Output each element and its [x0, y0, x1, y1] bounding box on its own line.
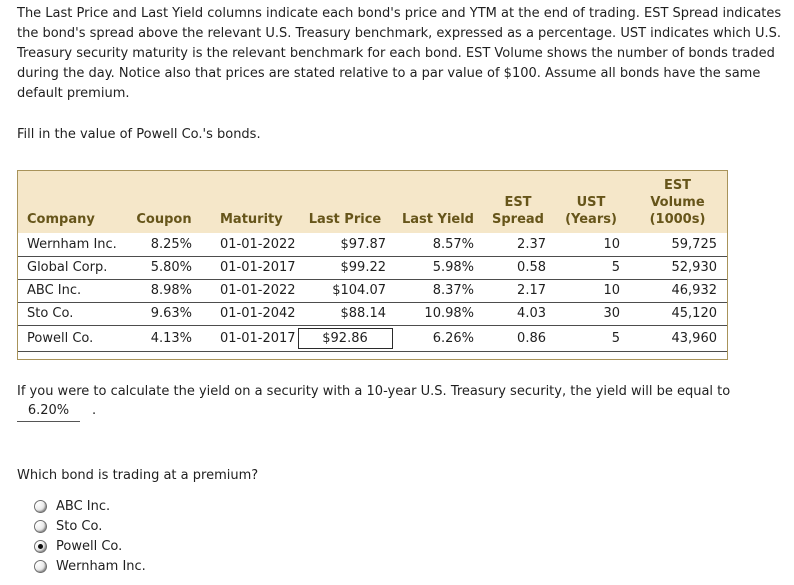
cell-ust-years: 5	[554, 256, 628, 280]
cell-est-spread: 2.17	[482, 279, 554, 303]
cell-last-price: $104.07	[296, 279, 394, 303]
col-header-maturity: Maturity	[200, 171, 296, 233]
fill-prompt: Fill in the value of Powell Co.'s bonds.	[17, 127, 261, 142]
cell-last-yield: 10.98%	[394, 302, 482, 326]
intro-paragraph: The Last Price and Last Yield columns in…	[17, 4, 781, 104]
cell-maturity: 01-01-2042	[200, 302, 296, 326]
radio-option-label: Wernham Inc.	[56, 558, 146, 574]
powell-price-input[interactable]: $92.86	[297, 327, 393, 349]
cell-last-price: $88.14	[296, 302, 394, 326]
yield-question-text: If you were to calculate the yield on a …	[17, 384, 731, 399]
radio-button-icon[interactable]	[34, 499, 47, 513]
premium-question-text: Which bond is trading at a premium?	[17, 468, 259, 483]
intro-line: default premium.	[17, 86, 130, 101]
intro-line: during the day. Notice also that prices …	[17, 66, 761, 81]
radio-option-abc-inc[interactable]: ABC Inc.	[34, 496, 146, 516]
cell-maturity: 01-01-2017	[200, 325, 296, 352]
radio-option-wernham-inc[interactable]: Wernham Inc.	[34, 556, 146, 576]
cell-last-yield: 8.37%	[394, 279, 482, 303]
cell-est-spread: 2.37	[482, 233, 554, 257]
cell-company: ABC Inc.	[18, 279, 128, 303]
col-header-est-spread: EST Spread	[482, 171, 554, 233]
cell-est-volume: 45,120	[628, 302, 727, 326]
cell-maturity: 01-01-2022	[200, 279, 296, 303]
cell-ust-years: 10	[554, 279, 628, 303]
cell-company: Global Corp.	[18, 256, 128, 280]
cell-est-spread: 0.86	[482, 325, 554, 352]
radio-option-label: Sto Co.	[56, 518, 103, 534]
radio-button-icon[interactable]	[34, 559, 47, 573]
cell-est-volume: 59,725	[628, 233, 727, 257]
radio-option-sto-co[interactable]: Sto Co.	[34, 516, 146, 536]
cell-last-price: $99.22	[296, 256, 394, 280]
cell-maturity: 01-01-2022	[200, 233, 296, 257]
cell-est-spread: 4.03	[482, 302, 554, 326]
cell-maturity: 01-01-2017	[200, 256, 296, 280]
intro-line: the bond's spread above the relevant U.S…	[17, 26, 782, 41]
cell-est-volume: 52,930	[628, 256, 727, 280]
yield-answer-line: 6.20%.	[17, 403, 96, 422]
radio-button-icon[interactable]	[34, 539, 47, 553]
radio-option-label: ABC Inc.	[56, 498, 111, 514]
col-header-est-volume: EST Volume (1000s)	[628, 171, 727, 233]
yield-answer-blank[interactable]: 6.20%	[17, 403, 80, 422]
col-header-coupon: Coupon	[128, 171, 200, 233]
table-row-global: Global Corp. 5.80% 01-01-2017 $99.22 5.9…	[18, 256, 727, 280]
cell-last-price: $92.86	[296, 325, 394, 352]
intro-line: Treasury security maturity is the releva…	[17, 46, 775, 61]
cell-last-yield: 8.57%	[394, 233, 482, 257]
cell-coupon: 4.13%	[128, 325, 200, 352]
cell-last-price: $97.87	[296, 233, 394, 257]
table-header-row: Company Coupon Maturity Last Price Last …	[18, 171, 727, 233]
cell-last-yield: 5.98%	[394, 256, 482, 280]
col-header-last-price: Last Price	[296, 171, 394, 233]
col-header-last-yield: Last Yield	[394, 171, 482, 233]
cell-ust-years: 10	[554, 233, 628, 257]
table-row-powell: Powell Co. 4.13% 01-01-2017 $92.86 6.26%…	[18, 325, 727, 352]
cell-est-spread: 0.58	[482, 256, 554, 280]
premium-options-group: ABC Inc. Sto Co. Powell Co. Wernham Inc.	[34, 496, 146, 576]
cell-coupon: 9.63%	[128, 302, 200, 326]
col-header-company: Company	[18, 171, 128, 233]
table-row-sto: Sto Co. 9.63% 01-01-2042 $88.14 10.98% 4…	[18, 302, 727, 326]
cell-est-volume: 46,932	[628, 279, 727, 303]
cell-est-volume: 43,960	[628, 325, 727, 352]
cell-company: Sto Co.	[18, 302, 128, 326]
cell-coupon: 5.80%	[128, 256, 200, 280]
cell-company: Wernham Inc.	[18, 233, 128, 257]
yield-answer-suffix: .	[92, 403, 97, 418]
radio-option-label: Powell Co.	[56, 538, 123, 554]
cell-company: Powell Co.	[18, 325, 128, 352]
table-row-abc: ABC Inc. 8.98% 01-01-2022 $104.07 8.37% …	[18, 279, 727, 303]
bonds-table: Company Coupon Maturity Last Price Last …	[17, 170, 728, 360]
cell-ust-years: 30	[554, 302, 628, 326]
cell-last-yield: 6.26%	[394, 325, 482, 352]
intro-line: The Last Price and Last Yield columns in…	[17, 6, 782, 21]
cell-coupon: 8.98%	[128, 279, 200, 303]
radio-option-powell-co[interactable]: Powell Co.	[34, 536, 146, 556]
col-header-ust-years: UST (Years)	[554, 171, 628, 233]
table-row-wernham: Wernham Inc. 8.25% 01-01-2022 $97.87 8.5…	[18, 233, 727, 257]
cell-coupon: 8.25%	[128, 233, 200, 257]
radio-button-icon[interactable]	[34, 519, 47, 533]
cell-ust-years: 5	[554, 325, 628, 352]
